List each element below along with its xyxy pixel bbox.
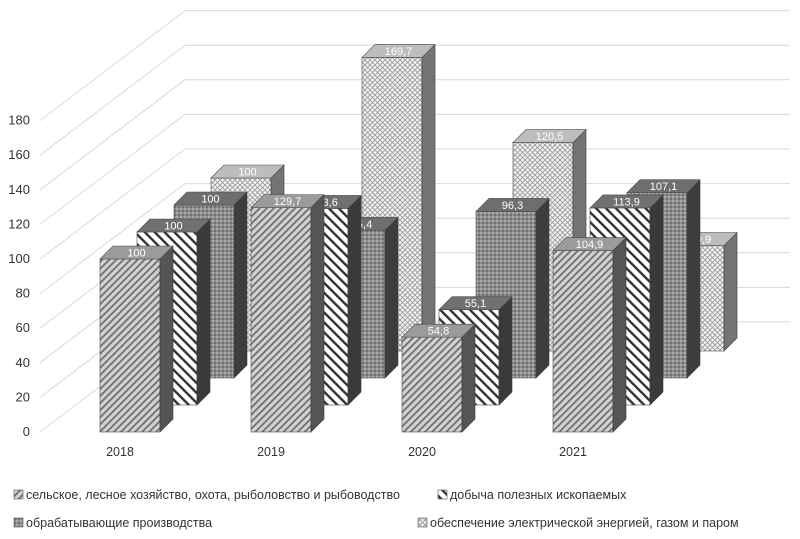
bar-front-face (552, 250, 614, 433)
y-tick-label: 180 (8, 113, 30, 128)
y-tick-label: 0 (23, 424, 30, 439)
y-tick-label: 160 (8, 147, 30, 162)
bar-top-face (361, 44, 436, 58)
legend: сельское, лесное хозяйство, охота, рыбол… (13, 488, 739, 530)
y-axis: 0 20 40 60 80 100 120 140 160 180 (8, 113, 30, 439)
data-label: 54,8 (428, 326, 449, 338)
bar-top-face (438, 296, 513, 310)
bar-side-face (612, 236, 627, 433)
x-tick-label: 2020 (408, 445, 436, 459)
y-tick-label: 120 (8, 216, 30, 231)
data-label: 100 (201, 194, 219, 206)
bar-side-face (498, 295, 513, 406)
legend-label: сельское, лесное хозяйство, охота, рыбол… (26, 488, 400, 502)
legend-item-1: сельское, лесное хозяйство, охота, рыбол… (13, 488, 400, 502)
bar-2018-s1: 100 (99, 245, 174, 433)
bar-front-face (401, 336, 463, 433)
gridline (39, 79, 790, 191)
bar-top-face (552, 237, 627, 251)
legend-label: добыча полезных ископаемых (450, 488, 627, 502)
gridline (39, 148, 790, 260)
data-label: 55,1 (465, 298, 486, 310)
gridline (39, 113, 790, 225)
bar-side-face (384, 216, 399, 379)
bar-side-face (686, 178, 701, 379)
legend-item-4: обеспечение электрической энергией, газо… (417, 516, 739, 530)
legend-swatch (437, 489, 448, 500)
legend-swatch (13, 517, 24, 528)
legend-swatch (13, 489, 24, 500)
legend-item-3: обрабатывающие производства (13, 516, 212, 530)
bar-2021-s1: 104,9 (552, 236, 627, 433)
y-tick-label: 80 (16, 286, 30, 301)
data-label: 100 (127, 248, 145, 260)
bar-front-face (99, 258, 161, 433)
bar-side-face (347, 194, 362, 406)
gridline (39, 44, 790, 156)
bar-side-face (421, 43, 436, 352)
x-tick-label: 2019 (257, 445, 285, 459)
bar-2020-s1: 54,8 (401, 323, 476, 433)
bar-top-face (626, 179, 701, 194)
bar-side-face (196, 218, 211, 406)
bar-top-face (210, 164, 285, 179)
bar-top-face (136, 218, 211, 233)
data-label: 113,9 (613, 196, 640, 208)
y-tick-label: 100 (8, 251, 30, 266)
data-label: 107,1 (650, 181, 678, 193)
bar-side-face (310, 193, 325, 433)
bar-top-face (173, 191, 248, 206)
legend-swatch (417, 517, 428, 528)
bar-top-face (512, 129, 587, 143)
bar-top-face (475, 198, 550, 212)
bar-side-face (535, 197, 550, 379)
x-tick-label: 2018 (106, 445, 134, 459)
legend-label: обеспечение электрической энергией, газо… (430, 516, 739, 530)
bar-top-face (401, 323, 476, 338)
bar-side-face (461, 323, 476, 433)
x-axis: 2018 2019 2020 2021 (106, 445, 587, 459)
data-label: 129,7 (274, 196, 302, 208)
bar-top-face (589, 194, 664, 209)
bar-top-face (250, 194, 325, 208)
gridline (39, 10, 790, 121)
bar-side-face (723, 231, 738, 352)
data-label: 100 (238, 167, 256, 179)
y-tick-label: 20 (16, 389, 30, 404)
legend-item-2: добыча полезных ископаемых (437, 488, 627, 502)
bar-front-face (250, 207, 312, 433)
bar-side-face (649, 194, 664, 406)
y-tick-label: 140 (8, 182, 30, 197)
bars: 100169,7120,560,910085,496,3107,1100113,… (99, 43, 738, 433)
bar-top-face (99, 245, 174, 260)
y-tick-label: 60 (16, 320, 30, 335)
bar-2019-s1: 129,7 (250, 193, 325, 433)
data-label: 169,7 (385, 46, 413, 58)
data-label: 100 (164, 221, 182, 233)
gridline (39, 183, 790, 294)
data-label: 120,5 (536, 131, 564, 143)
grid (39, 10, 790, 433)
data-label: 104,9 (576, 239, 604, 251)
bar-side-face (159, 245, 174, 433)
data-label: 96,3 (502, 200, 523, 212)
bar-side-face (233, 191, 248, 379)
y-tick-label: 40 (16, 355, 30, 370)
legend-label: обрабатывающие производства (26, 516, 212, 530)
x-tick-label: 2021 (559, 445, 587, 459)
